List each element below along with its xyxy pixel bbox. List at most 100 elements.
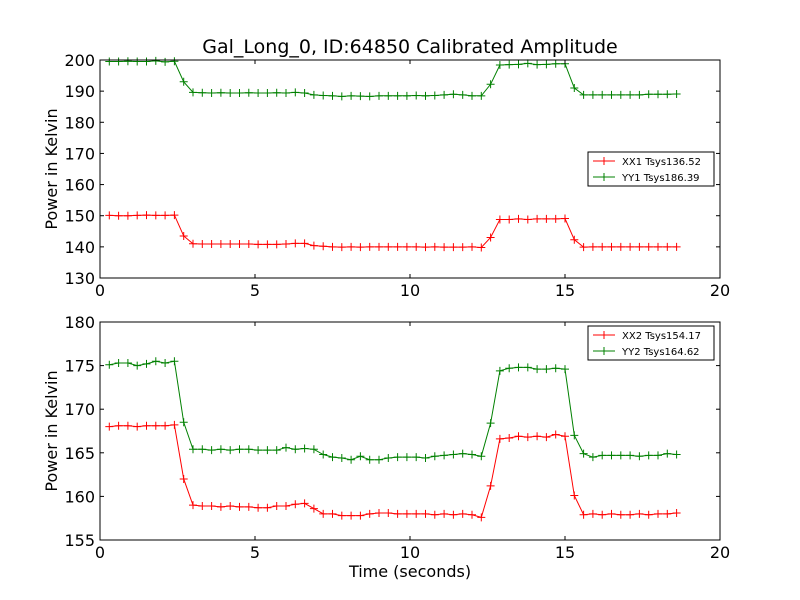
data-point [402,509,411,518]
data-point [337,511,346,520]
data-point [393,453,402,462]
data-point [588,90,597,99]
data-point [161,421,170,430]
data-point [533,214,542,223]
y-tick-label: 175 [64,357,95,376]
data-point [635,452,644,461]
data-point [468,510,476,519]
legend-label: XX2 Tsys154.17 [622,331,701,342]
data-point [663,449,672,458]
data-point [189,239,197,248]
data-point [375,455,383,464]
data-point [263,240,272,249]
data-point [282,240,290,249]
x-tick-label: 15 [555,281,575,300]
data-point [161,57,170,66]
data-point [542,214,551,223]
x-axis-label: Time (seconds) [348,562,471,581]
data-point [514,432,523,441]
data-point [393,242,402,251]
data-point [495,434,504,443]
y-tick-label: 165 [64,444,95,463]
data-point [384,508,393,517]
legend-label: XX1 Tsys136.52 [622,157,701,168]
data-point [626,510,635,519]
data-point [607,242,616,251]
data-point [198,240,207,249]
data-point [309,445,318,454]
data-point [309,90,318,99]
data-point [198,445,207,454]
data-point [440,451,449,460]
data-point [607,509,616,518]
y-tick-label: 130 [64,269,95,288]
y-tick-label: 190 [64,82,95,101]
legend-label: YY2 Tsys164.62 [621,347,700,358]
legend-marker [600,173,608,181]
data-point [384,454,393,463]
data-point [654,242,662,251]
data-point [375,91,383,100]
data-point [542,60,551,69]
data-point [282,501,290,510]
data-point [635,509,644,518]
data-point [179,77,188,86]
x-tick-label: 0 [95,281,105,300]
data-point [356,511,365,520]
x-tick-label: 20 [710,543,730,562]
data-point [254,240,263,249]
data-point [486,233,495,242]
data-point [421,91,430,100]
data-point [142,211,151,220]
data-point [616,451,625,460]
data-point [161,211,170,220]
data-point [672,508,681,517]
data-point [328,509,337,518]
data-point [495,215,504,224]
data-point [216,88,225,97]
x-tick-label: 20 [710,281,730,300]
data-point [644,451,653,460]
data-point [235,89,244,98]
data-point [291,88,300,97]
data-point [226,501,235,510]
data-point [505,215,514,224]
data-point [393,91,402,100]
data-point [170,420,179,429]
data-point [440,509,449,518]
data-point [477,243,486,252]
data-point [207,240,216,249]
data-point [244,502,253,511]
data-point [226,240,235,249]
data-point [198,88,207,97]
data-point [542,365,551,374]
data-point [282,443,290,452]
data-point [644,242,653,251]
data-point [561,432,569,441]
data-point [105,211,114,220]
data-point [365,92,374,101]
data-point [570,431,579,440]
data-point [216,502,225,511]
data-point [654,509,662,518]
data-point [523,59,532,68]
data-point [319,242,328,251]
data-point [216,445,225,454]
data-point [486,80,495,89]
data-point [337,243,346,252]
data-point [142,57,151,66]
data-point [598,510,607,519]
data-point [644,510,653,519]
data-point [365,242,374,251]
data-point [672,89,681,98]
data-point [551,430,560,439]
data-point [402,91,411,100]
data-point [570,235,579,244]
data-point [514,60,523,69]
data-point [663,90,672,99]
data-point [151,357,160,366]
data-point [449,510,458,519]
data-point [337,92,346,101]
data-point [347,455,356,464]
data-point [579,510,588,519]
